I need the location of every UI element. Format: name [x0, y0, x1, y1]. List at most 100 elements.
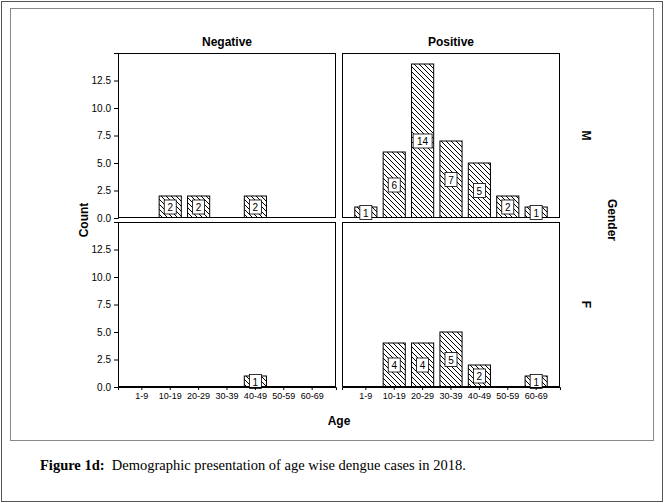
x-tick-mark — [422, 387, 423, 390]
data-label-box — [502, 200, 514, 214]
y-tick-label: 12.5 — [92, 75, 112, 86]
y-tick-label: 5.0 — [97, 327, 111, 338]
panel-background — [342, 53, 560, 218]
panel-frame — [119, 54, 336, 218]
y-tick-mark — [114, 81, 118, 82]
y-tick-mark — [114, 163, 118, 164]
data-label: 5 — [477, 186, 483, 197]
bar — [440, 332, 462, 387]
x-tick-label: 10-19 — [159, 391, 182, 401]
bars — [244, 376, 266, 387]
column-header: Positive — [428, 35, 474, 49]
figure-frame — [11, 9, 654, 441]
bar — [355, 207, 377, 218]
x-tick-label: 50-59 — [272, 391, 295, 401]
panel-background — [118, 222, 336, 387]
y-tick-label: 7.5 — [97, 130, 111, 141]
y-tick: 5.0 — [97, 327, 118, 338]
data-label: 4 — [420, 360, 426, 371]
title: Figure 1d: Demographic presentation of a… — [40, 457, 466, 473]
bars — [159, 196, 266, 218]
x-tick-mark — [170, 387, 171, 390]
bar — [412, 343, 434, 387]
data-labels: 44521 — [388, 353, 542, 389]
x-tick-mark — [227, 387, 228, 390]
row-header: F — [579, 301, 593, 308]
data-label-box — [473, 184, 485, 198]
y-tick-label: 10.0 — [92, 272, 112, 283]
x-tick: 60-69 — [301, 387, 324, 401]
y-tick: 10.0 — [92, 103, 118, 114]
x-tick-mark — [198, 387, 199, 390]
data-labels: 1 — [249, 375, 261, 389]
data-label: 1 — [363, 208, 369, 219]
x-axis-title: Age — [328, 414, 351, 428]
data-label: 1 — [533, 208, 539, 219]
y-axis-title: Count — [77, 203, 91, 238]
bar — [244, 376, 266, 387]
y-tick: 7.5 — [97, 130, 118, 141]
row-title: Gender — [605, 199, 619, 241]
data-label-box — [530, 375, 542, 389]
x-tick-label: 30-39 — [215, 391, 238, 401]
bars — [355, 64, 547, 218]
data-labels: 16147521 — [360, 134, 542, 220]
x-tick-mark — [255, 387, 256, 390]
bar — [468, 365, 490, 387]
x-tick-mark — [141, 387, 142, 390]
x-tick: 20-29 — [187, 387, 210, 401]
data-label-box — [249, 375, 261, 389]
y-tick-mark — [114, 136, 118, 137]
column-header: Negative — [202, 35, 252, 49]
bar — [244, 196, 266, 218]
data-label-box — [360, 206, 372, 220]
x-tick-mark — [479, 387, 480, 390]
outer-frame — [2, 2, 663, 502]
bar — [383, 152, 405, 218]
row-header: M — [579, 131, 593, 141]
y-tick-label: 12.5 — [92, 244, 112, 255]
x-tick-label: 20-29 — [187, 391, 210, 401]
x-tick-mark — [394, 387, 395, 390]
x-tick: 50-59 — [496, 387, 519, 401]
x-tick: 1-9 — [359, 387, 372, 401]
x-axis: 1-9 10-19 20-29 30-39 40-49 50-59 60-69 — [119, 387, 337, 401]
y-tick-label: 0.0 — [97, 213, 111, 224]
bar — [412, 64, 434, 218]
x-tick-mark — [312, 387, 313, 390]
x-tick-label: 20-29 — [411, 391, 434, 401]
data-label-box — [445, 353, 457, 367]
y-tick-label: 5.0 — [97, 158, 111, 169]
y-tick-mark — [114, 108, 118, 109]
bar — [188, 196, 210, 218]
y-tick-mark — [114, 250, 118, 251]
x-tick-label: 60-69 — [525, 391, 548, 401]
panel-background — [118, 53, 336, 218]
x-tick: 10-19 — [159, 387, 182, 401]
y-tick: 0.0 — [97, 382, 118, 393]
data-label-box — [164, 200, 176, 214]
y-tick-mark — [114, 305, 118, 306]
data-label: 2 — [505, 202, 511, 213]
panel-frame — [343, 223, 560, 387]
x-tick: 40-49 — [244, 387, 267, 401]
y-axis: 0.02.55.07.510.012.5 — [92, 223, 119, 393]
x-tick-mark — [451, 387, 452, 390]
y-tick-label: 2.5 — [97, 185, 111, 196]
data-label-box — [388, 178, 400, 192]
panel-frame — [343, 54, 560, 218]
bar — [468, 163, 490, 218]
y-tick-label: 10.0 — [92, 103, 112, 114]
data-label-box — [249, 200, 261, 214]
x-tick-mark — [507, 387, 508, 390]
data-label: 2 — [167, 202, 173, 213]
x-tick-mark — [365, 387, 366, 390]
x-tick: 10-19 — [383, 387, 406, 401]
bar — [497, 196, 519, 218]
x-tick-label: 10-19 — [383, 391, 406, 401]
x-tick-label: 40-49 — [468, 391, 491, 401]
y-tick: 2.5 — [97, 354, 118, 365]
y-tick-label: 0.0 — [97, 382, 111, 393]
x-tick: 1-9 — [135, 387, 148, 401]
data-label-box — [445, 173, 457, 187]
